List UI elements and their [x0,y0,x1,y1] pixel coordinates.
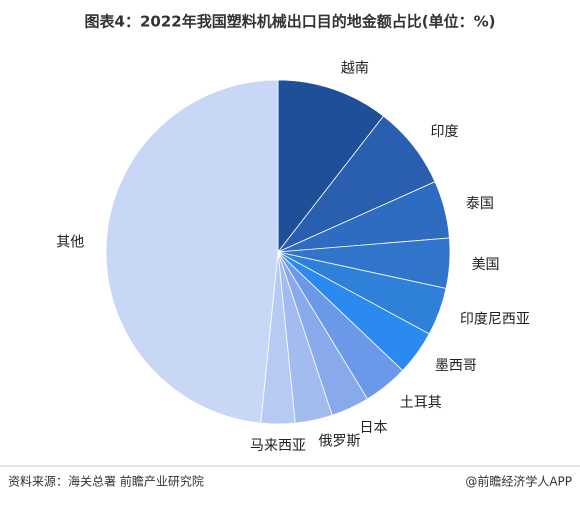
slice-label: 越南 [341,60,369,76]
pie-slice [105,79,279,424]
slice-label: 日本 [359,420,387,436]
slice-label: 墨西哥 [435,358,477,374]
pie-slice [277,79,384,254]
slice-label: 俄罗斯 [319,434,361,450]
slice-label: 马来西亚 [250,438,306,454]
source: 资料来源：海关总署 前瞻产业研究院 [8,474,204,489]
slice-label: 印度尼西亚 [460,311,530,327]
slice-label: 美国 [472,257,500,273]
slice-label: 土耳其 [400,395,442,411]
chart-title: 图表4：2022年我国塑料机械出口目的地金额占比(单位：%) [85,13,496,31]
slice-label: 印度 [431,124,459,140]
credit: @前瞻经济学人APP [465,474,572,489]
slice-label: 泰国 [466,196,494,212]
slice-label: 其他 [56,234,84,250]
